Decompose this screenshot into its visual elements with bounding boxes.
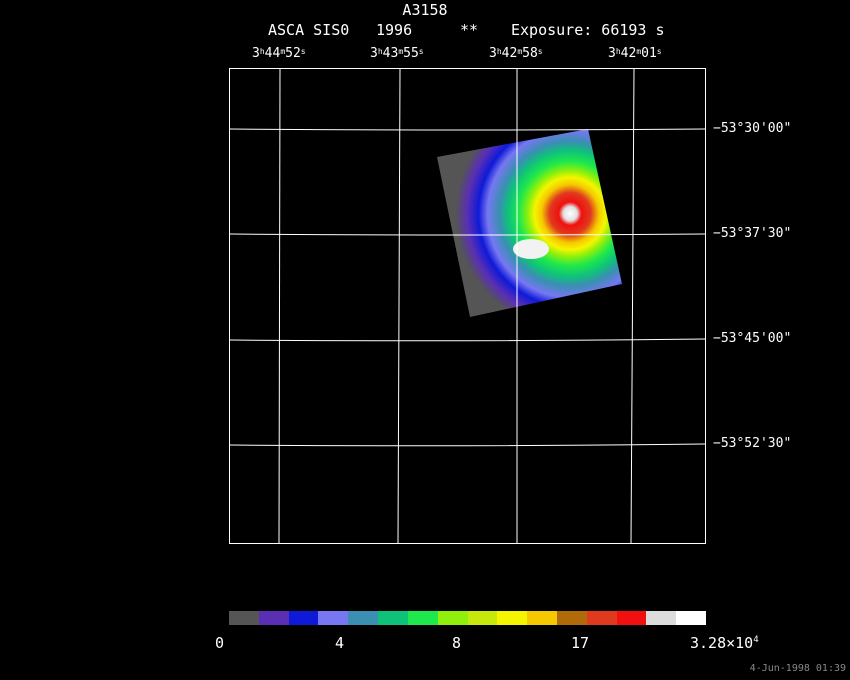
- colorbar-swatch-9: [497, 611, 528, 625]
- colorbar-swatch-1: [258, 611, 289, 625]
- colorbar-swatch-15: [676, 611, 706, 625]
- instrument-label: ASCA SIS0: [268, 21, 350, 39]
- timestamp: 4-Jun-1998 01:39: [749, 663, 846, 674]
- colorbar: [229, 611, 706, 625]
- colorbar-swatch-0: [229, 611, 259, 625]
- ra-label-2: 3h43m55s: [370, 46, 424, 61]
- coordinate-grid: [230, 69, 705, 543]
- colorbar-swatch-12: [586, 611, 617, 625]
- dec-grid-line: [230, 443, 705, 447]
- dec-grid-line: [230, 233, 705, 236]
- colorbar-swatch-5: [378, 611, 408, 625]
- ra-label-1: 3h44m52s: [252, 46, 306, 61]
- colorbar-swatch-10: [527, 611, 557, 625]
- colorbar-swatch-3: [318, 611, 349, 625]
- dec-grid-line: [230, 338, 705, 342]
- dec-label-1: −53°30'00": [713, 121, 792, 136]
- year-label: 1996: [376, 21, 413, 39]
- dec-label-4: −53°52'30": [713, 436, 792, 451]
- dec-grid-line: [230, 128, 705, 131]
- ra-grid-line: [397, 69, 401, 543]
- colorbar-swatch-13: [616, 611, 647, 625]
- colorbar-tick-4: 4: [335, 634, 345, 652]
- exposure-label: Exposure: 66193 s: [511, 21, 665, 39]
- colorbar-swatch-6: [407, 611, 438, 625]
- ra-label-3: 3h42m58s: [489, 46, 543, 61]
- dec-label-3: −53°45'00": [713, 331, 792, 346]
- colorbar-max-label: 3.28×104: [690, 634, 759, 652]
- ra-label-4: 3h42m01s: [608, 46, 662, 61]
- colorbar-swatch-7: [437, 611, 468, 625]
- colorbar-tick-0: 0: [215, 634, 225, 652]
- image-frame: [229, 68, 706, 544]
- ra-grid-line: [278, 69, 281, 543]
- cluster-core: [513, 239, 549, 259]
- detector-field: [437, 129, 622, 317]
- ra-grid-line: [630, 69, 635, 543]
- marker-label: **: [460, 21, 479, 39]
- sky-image: [230, 69, 705, 543]
- colorbar-swatch-8: [467, 611, 498, 625]
- colorbar-tick-17: 17: [571, 634, 590, 652]
- image-title: A3158: [402, 1, 448, 19]
- dec-label-2: −53°37'30": [713, 226, 792, 241]
- colorbar-tick-8: 8: [452, 634, 462, 652]
- colorbar-swatch-2: [288, 611, 319, 625]
- colorbar-swatch-14: [646, 611, 677, 625]
- colorbar-swatch-4: [348, 611, 379, 625]
- colorbar-swatch-11: [556, 611, 587, 625]
